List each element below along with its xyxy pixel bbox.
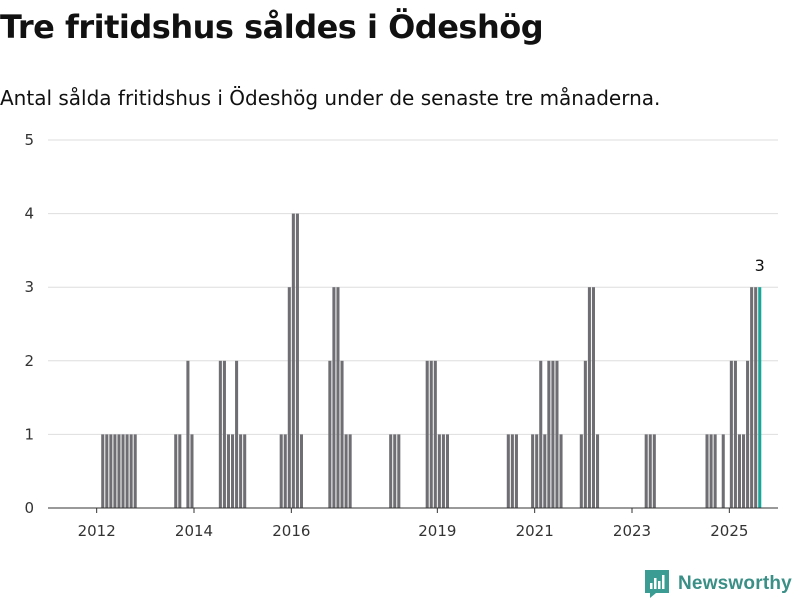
bar-chart: 0 1 2 3 4 5 2012 2014 2016 2019 2021 2023 2025 3 bbox=[24, 131, 778, 540]
x-tick-label: 2025 bbox=[710, 522, 748, 540]
bar bbox=[340, 360, 344, 508]
bar bbox=[344, 434, 348, 508]
bar bbox=[742, 434, 746, 508]
bar bbox=[713, 434, 717, 508]
bar bbox=[648, 434, 652, 508]
x-tick-label: 2012 bbox=[78, 522, 116, 540]
bar bbox=[113, 434, 117, 508]
bar bbox=[551, 360, 555, 508]
x-tick-label: 2014 bbox=[175, 522, 213, 540]
bar bbox=[506, 434, 510, 508]
bar bbox=[579, 434, 583, 508]
bar bbox=[425, 360, 429, 508]
bar bbox=[389, 434, 393, 508]
bar bbox=[101, 434, 105, 508]
bar bbox=[291, 213, 295, 508]
bar bbox=[295, 213, 299, 508]
data-label: 3 bbox=[755, 256, 765, 275]
bar bbox=[299, 434, 303, 508]
bar bbox=[733, 360, 737, 508]
bar bbox=[117, 434, 121, 508]
bar bbox=[226, 434, 230, 508]
bar bbox=[328, 360, 332, 508]
bar bbox=[239, 434, 243, 508]
bar bbox=[559, 434, 563, 508]
bar bbox=[587, 287, 591, 508]
bar bbox=[105, 434, 109, 508]
bar bbox=[186, 360, 190, 508]
bar bbox=[709, 434, 713, 508]
bar bbox=[348, 434, 352, 508]
y-tick-label: 0 bbox=[24, 499, 34, 517]
bar bbox=[397, 434, 401, 508]
bar bbox=[243, 434, 247, 508]
bar bbox=[555, 360, 559, 508]
y-tick-label: 3 bbox=[24, 278, 34, 296]
data-labels: 3 bbox=[755, 256, 765, 275]
bar bbox=[729, 360, 733, 508]
bar bbox=[133, 434, 137, 508]
bar bbox=[332, 287, 336, 508]
y-tick-label: 1 bbox=[24, 425, 34, 443]
bar bbox=[125, 434, 129, 508]
bar bbox=[543, 434, 547, 508]
bar bbox=[445, 434, 449, 508]
bar bbox=[644, 434, 648, 508]
bar bbox=[750, 287, 754, 508]
bar bbox=[754, 287, 758, 508]
bar bbox=[547, 360, 551, 508]
y-tick-label: 2 bbox=[24, 352, 34, 370]
bar bbox=[539, 360, 543, 508]
bar bbox=[510, 434, 514, 508]
x-tick-label: 2016 bbox=[272, 522, 310, 540]
bar bbox=[535, 434, 539, 508]
x-tick-label: 2019 bbox=[418, 522, 456, 540]
bar bbox=[596, 434, 600, 508]
bar bbox=[283, 434, 287, 508]
bar bbox=[437, 434, 441, 508]
bar bbox=[721, 434, 725, 508]
bar bbox=[218, 360, 222, 508]
bar bbox=[591, 287, 595, 508]
bar bbox=[441, 434, 445, 508]
bar bbox=[121, 434, 125, 508]
bar bbox=[231, 434, 235, 508]
bar bbox=[129, 434, 133, 508]
bar bbox=[583, 360, 587, 508]
y-tick-label: 4 bbox=[24, 205, 34, 223]
bar bbox=[705, 434, 709, 508]
bar bbox=[737, 434, 741, 508]
bar bbox=[222, 360, 226, 508]
bar bbox=[531, 434, 535, 508]
x-tick-label: 2023 bbox=[613, 522, 651, 540]
bar bbox=[235, 360, 239, 508]
x-tick-label: 2021 bbox=[516, 522, 554, 540]
bar bbox=[514, 434, 518, 508]
bar bbox=[279, 434, 283, 508]
bar bbox=[393, 434, 397, 508]
bars bbox=[101, 213, 762, 508]
gridlines bbox=[48, 139, 778, 435]
newsworthy-logo-icon bbox=[645, 570, 669, 598]
bar bbox=[336, 287, 340, 508]
newsworthy-brand[interactable]: Newsworthy bbox=[644, 569, 792, 599]
bar bbox=[178, 434, 182, 508]
bar bbox=[758, 287, 762, 508]
bar bbox=[190, 434, 194, 508]
bar bbox=[429, 360, 433, 508]
bar bbox=[433, 360, 437, 508]
y-tick-label: 5 bbox=[24, 131, 34, 149]
bar bbox=[746, 360, 750, 508]
axes: 0 1 2 3 4 5 2012 2014 2016 2019 2021 2023 2025 bbox=[24, 131, 778, 540]
bar bbox=[652, 434, 656, 508]
chart-subtitle: Antal sålda fritidshus i Ödeshög under d… bbox=[0, 86, 661, 110]
chart-title: Tre fritidshus såldes i Ödeshög bbox=[0, 8, 544, 46]
bar bbox=[287, 287, 291, 508]
bar bbox=[109, 434, 113, 508]
bar bbox=[174, 434, 178, 508]
brand-name: Newsworthy bbox=[678, 573, 792, 594]
